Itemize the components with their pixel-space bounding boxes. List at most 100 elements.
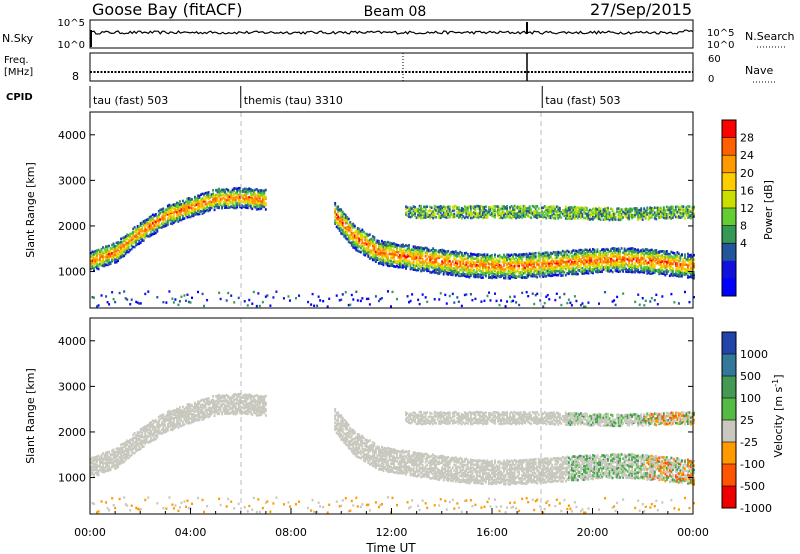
power-cell [478,259,481,263]
power-cell [637,265,640,268]
velocity-cell [172,421,175,425]
power-cell [386,246,389,250]
power-cell [668,206,671,210]
power-cell [465,206,468,209]
power-cell [623,247,626,251]
power-cell [680,271,683,275]
power-cell [96,265,98,269]
power-cell [197,194,199,198]
power-cell [489,207,492,210]
power-cell [209,200,211,203]
power-cell [610,216,612,219]
power-cell [453,251,456,254]
power-cell [623,252,626,256]
power-cell [501,271,504,275]
power-cell [620,256,623,259]
velocity-cell [136,441,139,445]
power-cell [521,274,524,277]
power-cell [111,258,114,262]
power-cell [551,213,554,217]
power-cell [531,292,534,295]
power-cell [507,269,510,273]
power-cell [599,254,602,258]
power-cell [484,213,487,217]
velocity-cell [129,448,132,451]
power-cell [436,212,439,215]
power-cell [103,252,106,255]
power-cell [578,258,581,261]
power-cell [209,202,211,206]
power-cell [417,209,420,213]
power-cell [546,257,549,261]
power-cell [127,250,130,254]
power-cell [405,207,407,211]
power-cell [572,206,575,210]
power-cell [436,261,439,265]
power-cell [616,269,619,273]
power-cell [194,204,196,208]
power-cell [154,212,157,216]
power-cell [450,250,453,254]
power-cell [374,258,377,262]
power-cell [263,203,266,207]
power-cell [599,215,602,218]
power-cell [430,206,433,209]
power-cell [114,258,117,261]
power-cell [141,235,144,239]
power-cell [585,212,588,216]
power-cell [368,250,371,254]
power-cell [658,271,661,274]
power-cell [191,202,193,206]
power-cell [605,266,608,269]
power-cell [527,263,530,266]
power-cell [432,266,435,270]
power-cell [148,215,151,219]
velocity-cell [189,412,192,416]
power-cell [610,249,612,252]
power-cell [640,254,643,258]
velocity-cell [168,414,171,417]
velocity-cell [90,457,92,461]
power-cell [136,228,139,232]
power-cell [186,210,189,213]
power-cell [608,215,611,219]
cpid-segment-label: tau (fast) 503 [545,94,620,107]
power-cell [667,257,670,261]
power-cell [677,210,680,213]
velocity-cell [166,425,169,429]
power-cell [203,205,205,209]
power-cell [231,196,234,200]
power-cell [118,255,121,259]
power-cell [361,244,364,248]
power-cell [590,213,593,216]
velocity-cell [141,427,144,431]
power-cell [243,300,246,303]
power-cell [144,292,147,296]
velocity-cell [210,401,213,404]
power-cell [414,257,417,261]
velocity-cell [142,426,145,429]
power-cell [558,296,561,299]
power-cell [337,210,340,213]
power-cell [677,275,680,278]
power-cell [447,210,450,213]
power-cell [578,248,581,252]
power-cell [414,266,417,269]
power-cell [655,206,658,210]
velocity-cell [126,453,129,456]
power-cell [551,210,554,213]
power-cell [607,268,609,272]
power-cell [500,212,502,215]
power-cell [542,215,545,219]
power-cell [677,207,680,211]
power-cell [451,213,454,217]
velocity-cell [191,415,193,418]
power-cell [513,264,516,268]
power-cell [563,209,566,212]
power-cell [371,252,374,256]
power-cell [421,253,424,256]
power-cell [667,212,670,216]
power-cell [527,294,530,298]
velocity-cell [96,460,98,464]
power-cell [151,219,154,222]
